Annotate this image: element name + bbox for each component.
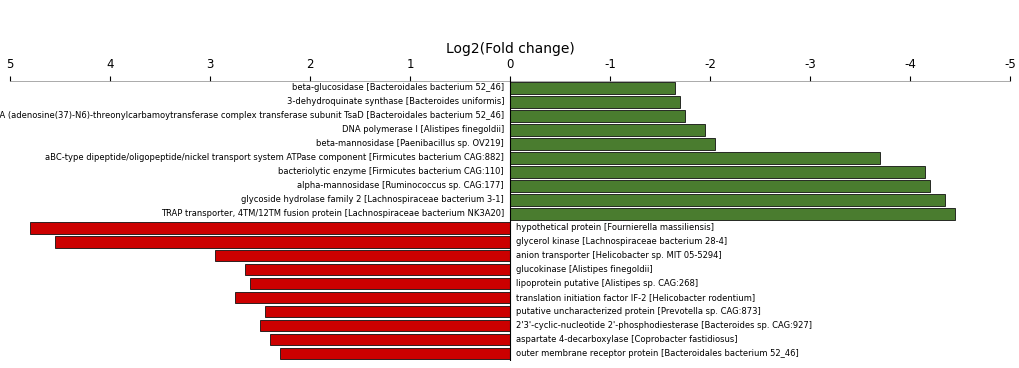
Text: beta-mannosidase [Paenibacillus sp. OV219]: beta-mannosidase [Paenibacillus sp. OV21…: [316, 139, 503, 148]
Bar: [510, 96, 680, 108]
Bar: [260, 320, 510, 332]
Bar: [510, 180, 929, 192]
Bar: [510, 152, 879, 164]
Text: glycerol kinase [Lachnospiraceae bacterium 28-4]: glycerol kinase [Lachnospiraceae bacteri…: [516, 237, 727, 246]
Bar: [510, 82, 675, 94]
Bar: [250, 278, 510, 290]
Text: beta-glucosidase [Bacteroidales bacterium 52_46]: beta-glucosidase [Bacteroidales bacteriu…: [291, 84, 503, 92]
X-axis label: Log2(Fold change): Log2(Fold change): [445, 42, 574, 56]
Bar: [270, 334, 510, 346]
Bar: [31, 222, 509, 234]
Bar: [280, 348, 510, 360]
Bar: [510, 166, 924, 178]
Text: outer membrane receptor protein [Bacteroidales bacterium 52_46]: outer membrane receptor protein [Bactero…: [516, 349, 798, 358]
Bar: [510, 124, 704, 136]
Bar: [55, 236, 510, 248]
Text: glycoside hydrolase family 2 [Lachnospiraceae bacterium 3-1]: glycoside hydrolase family 2 [Lachnospir…: [242, 195, 503, 204]
Text: aspartate 4-decarboxylase [Coprobacter fastidiosus]: aspartate 4-decarboxylase [Coprobacter f…: [516, 335, 737, 344]
Text: DNA polymerase I [Alistipes finegoldii]: DNA polymerase I [Alistipes finegoldii]: [341, 125, 503, 134]
Text: alpha-mannosidase [Ruminococcus sp. CAG:177]: alpha-mannosidase [Ruminococcus sp. CAG:…: [298, 181, 503, 190]
Text: translation initiation factor IF-2 [Helicobacter rodentium]: translation initiation factor IF-2 [Heli…: [516, 293, 754, 302]
Text: 3-dehydroquinate synthase [Bacteroides uniformis]: 3-dehydroquinate synthase [Bacteroides u…: [286, 98, 503, 106]
Bar: [510, 194, 944, 206]
Text: glucokinase [Alistipes finegoldii]: glucokinase [Alistipes finegoldii]: [516, 265, 652, 274]
Bar: [510, 138, 714, 150]
Text: 2'3'-cyclic-nucleotide 2'-phosphodiesterase [Bacteroides sp. CAG:927]: 2'3'-cyclic-nucleotide 2'-phosphodiester…: [516, 321, 811, 330]
Text: tRNA (adenosine(37)-N6)-threonylcarbamoytransferase complex transferase subunit : tRNA (adenosine(37)-N6)-threonylcarbamoy…: [0, 112, 503, 120]
Text: aBC-type dipeptide/oligopeptide/nickel transport system ATPase component [Firmic: aBC-type dipeptide/oligopeptide/nickel t…: [45, 153, 503, 162]
Text: bacteriolytic enzyme [Firmicutes bacterium CAG:110]: bacteriolytic enzyme [Firmicutes bacteri…: [278, 167, 503, 176]
Bar: [510, 110, 685, 122]
Bar: [265, 306, 510, 318]
Text: hypothetical protein [Fournierella massiliensis]: hypothetical protein [Fournierella massi…: [516, 223, 713, 232]
Bar: [510, 208, 954, 220]
Text: putative uncharacterized protein [Prevotella sp. CAG:873]: putative uncharacterized protein [Prevot…: [516, 307, 760, 316]
Bar: [234, 292, 510, 304]
Text: lipoprotein putative [Alistipes sp. CAG:268]: lipoprotein putative [Alistipes sp. CAG:…: [516, 279, 697, 288]
Text: TRAP transporter, 4TM/12TM fusion protein [Lachnospiraceae bacterium NK3A20]: TRAP transporter, 4TM/12TM fusion protei…: [161, 209, 503, 218]
Bar: [245, 264, 510, 276]
Text: anion transporter [Helicobacter sp. MIT 05-5294]: anion transporter [Helicobacter sp. MIT …: [516, 251, 720, 260]
Bar: [215, 250, 510, 262]
